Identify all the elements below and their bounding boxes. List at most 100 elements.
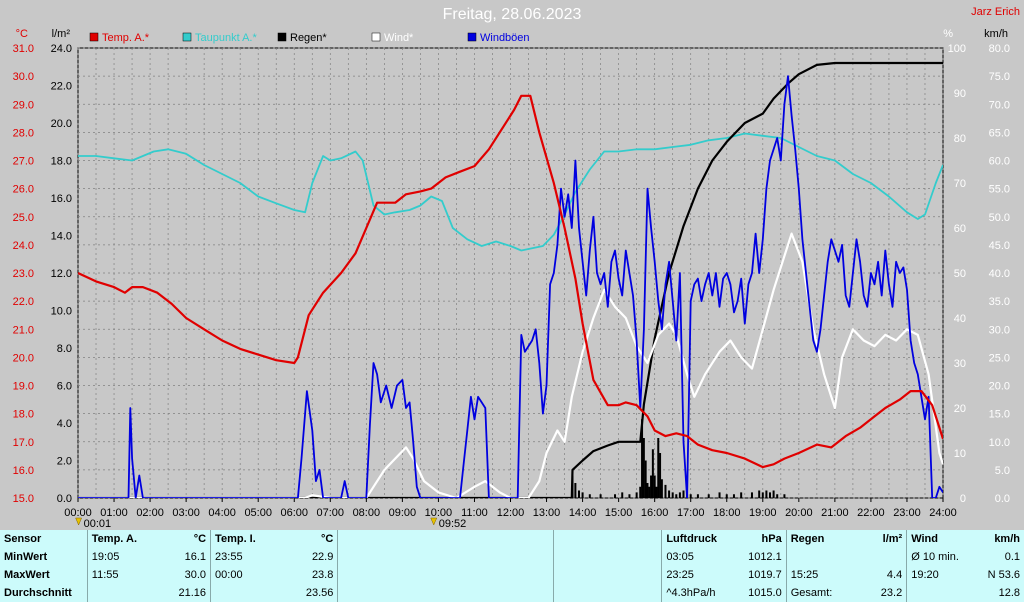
stats-cell bbox=[86, 584, 155, 602]
stats-rain-header: Regen bbox=[785, 530, 853, 548]
temp-axis-tick-label: 26.0 bbox=[13, 184, 34, 196]
rain-bar bbox=[648, 486, 651, 498]
stats-cell bbox=[853, 548, 907, 566]
rain-bar bbox=[732, 494, 735, 498]
rain-bar bbox=[588, 494, 591, 498]
rain-bar bbox=[641, 419, 644, 498]
stats-row-label: MinWert bbox=[4, 551, 48, 563]
stats-row: MinWert 19:05 16.1 23:55 22.9 03:05 1012… bbox=[0, 548, 1024, 566]
rain-axis-tick-label: 14.0 bbox=[51, 231, 72, 243]
rain-bar bbox=[581, 492, 584, 498]
rain-axis-tick-label: 18.0 bbox=[51, 156, 72, 168]
stats-cell: 19:05 bbox=[86, 548, 155, 566]
rain-bar bbox=[639, 486, 642, 498]
stats-cell: Gesamt: bbox=[785, 584, 853, 602]
stats-cell: 23.8 bbox=[311, 569, 334, 581]
stats-pressure-unit: hPa bbox=[761, 533, 782, 545]
stats-wind-header: Wind bbox=[906, 530, 970, 548]
rain-bar bbox=[668, 490, 671, 498]
wind-axis-tick-label: 20.0 bbox=[989, 381, 1010, 393]
stats-cell: Ø 10 min. bbox=[906, 548, 970, 566]
stats-temp-a-header: Temp. A. bbox=[86, 530, 155, 548]
wind-axis-tick-label: 35.0 bbox=[989, 296, 1010, 308]
rain-axis-title: l/m² bbox=[52, 28, 71, 40]
rain-bar bbox=[772, 490, 775, 498]
humidity-axis-tick-label: 80 bbox=[954, 133, 966, 145]
stats-row: Durchschnitt 21.16 23.56 ^4.3hPa/h 1015.… bbox=[0, 584, 1024, 602]
wind-axis-tick-label: 15.0 bbox=[989, 409, 1010, 421]
rain-axis-tick-label: 20.0 bbox=[51, 118, 72, 130]
x-tick-label: 15:00 bbox=[605, 507, 633, 519]
rain-bar bbox=[653, 475, 656, 498]
legend-swatch bbox=[89, 32, 99, 42]
wind-axis-tick-label: 55.0 bbox=[989, 184, 1010, 196]
stats-cell bbox=[906, 584, 970, 602]
rain-bar bbox=[682, 490, 685, 498]
x-tick-label: 16:00 bbox=[641, 507, 669, 519]
rain-bar bbox=[675, 494, 678, 498]
stats-row: MaxWert 11:55 30.0 00:00 23.8 23:25 1019… bbox=[0, 566, 1024, 584]
humidity-axis-title: % bbox=[943, 28, 953, 40]
temp-axis-tick-label: 29.0 bbox=[13, 99, 34, 111]
wind-axis-tick-label: 0.0 bbox=[995, 493, 1010, 505]
humidity-axis-tick-label: 70 bbox=[954, 178, 966, 190]
rain-bar bbox=[650, 475, 653, 498]
temp-axis-tick-label: 24.0 bbox=[13, 240, 34, 252]
stats-cell: 19:20 bbox=[906, 566, 970, 584]
temp-axis-tick-label: 18.0 bbox=[13, 409, 34, 421]
time-marker-label: 00:01 bbox=[84, 518, 112, 530]
humidity-axis-tick-label: 0 bbox=[960, 493, 966, 505]
rain-bar bbox=[642, 438, 645, 498]
stats-cell: ^4.3hPa/h bbox=[661, 584, 732, 602]
humidity-axis-tick-label: 100 bbox=[948, 43, 966, 55]
temp-axis-tick-label: 21.0 bbox=[13, 324, 34, 336]
rain-bar bbox=[660, 479, 663, 498]
x-tick-label: 04:00 bbox=[208, 507, 236, 519]
rain-bar bbox=[599, 494, 602, 498]
stats-cell bbox=[210, 584, 282, 602]
temp-axis-tick-label: 30.0 bbox=[13, 71, 34, 83]
rain-bar bbox=[718, 492, 721, 498]
legend-swatch bbox=[182, 32, 192, 42]
stats-rain-unit: l/m² bbox=[882, 533, 903, 545]
wind-axis-tick-label: 45.0 bbox=[989, 240, 1010, 252]
humidity-axis-tick-label: 60 bbox=[954, 223, 966, 235]
wind-axis-tick-label: 65.0 bbox=[989, 127, 1010, 139]
rain-axis-tick-label: 2.0 bbox=[57, 456, 72, 468]
rain-axis-tick-label: 8.0 bbox=[57, 343, 72, 355]
x-tick-label: 03:00 bbox=[172, 507, 200, 519]
stats-pressure-header: Luftdruck bbox=[661, 530, 732, 548]
humidity-axis-tick-label: 10 bbox=[954, 448, 966, 460]
temp-axis-tick-label: 28.0 bbox=[13, 127, 34, 139]
x-tick-label: 23:00 bbox=[893, 507, 921, 519]
wind-axis-tick-label: 40.0 bbox=[989, 268, 1010, 280]
stats-cell: 1012.1 bbox=[748, 551, 782, 563]
x-tick-label: 06:00 bbox=[280, 507, 308, 519]
stats-cell: N 53.6 bbox=[987, 569, 1020, 581]
rain-bar bbox=[644, 460, 647, 498]
time-marker-label: 09:52 bbox=[439, 518, 467, 530]
x-tick-label: 10:00 bbox=[425, 507, 453, 519]
rain-axis-tick-label: 22.0 bbox=[51, 81, 72, 93]
temp-axis-tick-label: 17.0 bbox=[13, 437, 34, 449]
series-line bbox=[78, 61, 943, 498]
temp-axis-tick-label: 15.0 bbox=[13, 493, 34, 505]
stats-temp-i-header: Temp. I. bbox=[210, 530, 282, 548]
legend-label: Windböen bbox=[480, 32, 530, 44]
stats-row-label: Durchschnitt bbox=[4, 587, 72, 599]
rain-bar bbox=[614, 494, 617, 498]
weather-chart: 00:00 01:00 02:00 03:00 04:00 05:00 06:00 07:00… bbox=[13, 28, 1010, 530]
chart-title: Freitag, 28.06.2023 bbox=[442, 6, 582, 23]
x-tick-label: 08:00 bbox=[353, 507, 381, 519]
temp-axis-tick-label: 31.0 bbox=[13, 43, 34, 55]
stats-header-row: Sensor Temp. A. °C Temp. I. °C Luftdruck… bbox=[0, 530, 1024, 548]
stats-cell: 30.0 bbox=[184, 569, 207, 581]
humidity-axis-tick-label: 40 bbox=[954, 313, 966, 325]
rain-bar bbox=[689, 494, 692, 498]
x-tick-label: 00:00 bbox=[64, 507, 92, 519]
series-line bbox=[78, 232, 943, 498]
temp-axis-tick-label: 16.0 bbox=[13, 465, 34, 477]
stats-cell: 23.56 bbox=[305, 587, 334, 599]
statistics-table: Sensor Temp. A. °C Temp. I. °C Luftdruck… bbox=[0, 530, 1024, 602]
rain-bar bbox=[628, 494, 631, 498]
